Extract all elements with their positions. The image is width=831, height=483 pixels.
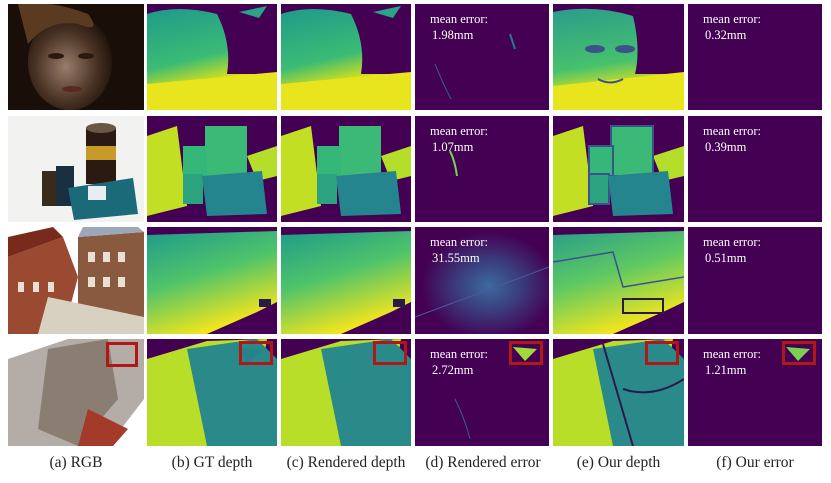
rendered-error-town: mean error: 31.55mm (415, 227, 549, 334)
rendered-depth-cans (281, 116, 411, 222)
highlight-box (239, 341, 273, 365)
rendered-error-cans: mean error: 1.07mm (415, 116, 549, 222)
rgb-statue-image (8, 339, 144, 446)
our-depth-town (553, 227, 684, 334)
gt-depth-town (147, 227, 277, 334)
rendered-error-face: mean error: 1.98mm (415, 4, 549, 110)
rendered-error-statue: mean error: 2.72mm (415, 339, 549, 446)
our-depth-statue (553, 339, 684, 446)
our-depth-face (553, 4, 684, 110)
error-label: mean error: 2.72mm (430, 347, 488, 377)
our-depth-cans (553, 116, 684, 222)
rgb-cans-image (8, 116, 144, 222)
rendered-depth-statue (281, 339, 411, 446)
highlight-box (106, 342, 138, 367)
caption-our-error: (f) Our error (716, 454, 794, 471)
rendered-depth-town (281, 227, 411, 334)
caption-our-depth: (e) Our depth (576, 454, 661, 471)
error-label: mean error: 0.39mm (703, 124, 761, 154)
rgb-face-image (8, 4, 144, 110)
gt-depth-face (147, 4, 277, 110)
rendered-depth-face (281, 4, 411, 110)
our-error-face: mean error: 0.32mm (688, 4, 822, 110)
gt-depth-cans (147, 116, 277, 222)
gt-depth-statue (147, 339, 277, 446)
error-label: mean error: 0.51mm (703, 235, 761, 265)
error-label: mean error: 1.98mm (430, 12, 488, 42)
caption-gt-depth: (b) GT depth (171, 454, 253, 471)
caption-rendered-error: (d) Rendered error (425, 454, 541, 471)
our-error-cans: mean error: 0.39mm (688, 116, 822, 222)
highlight-box (782, 341, 816, 365)
highlight-box (645, 341, 679, 365)
rgb-town-image (8, 227, 144, 334)
error-label: mean error: 31.55mm (430, 235, 488, 265)
caption-rgb: (a) RGB (49, 454, 103, 471)
error-label: mean error: 0.32mm (703, 12, 761, 42)
error-label: mean error: 1.21mm (703, 347, 761, 377)
error-label: mean error: 1.07mm (430, 124, 488, 154)
caption-rendered-depth: (c) Rendered depth (286, 454, 406, 471)
highlight-box (509, 341, 543, 365)
highlight-box (373, 341, 407, 365)
our-error-town: mean error: 0.51mm (688, 227, 822, 334)
our-error-statue: mean error: 1.21mm (688, 339, 822, 446)
